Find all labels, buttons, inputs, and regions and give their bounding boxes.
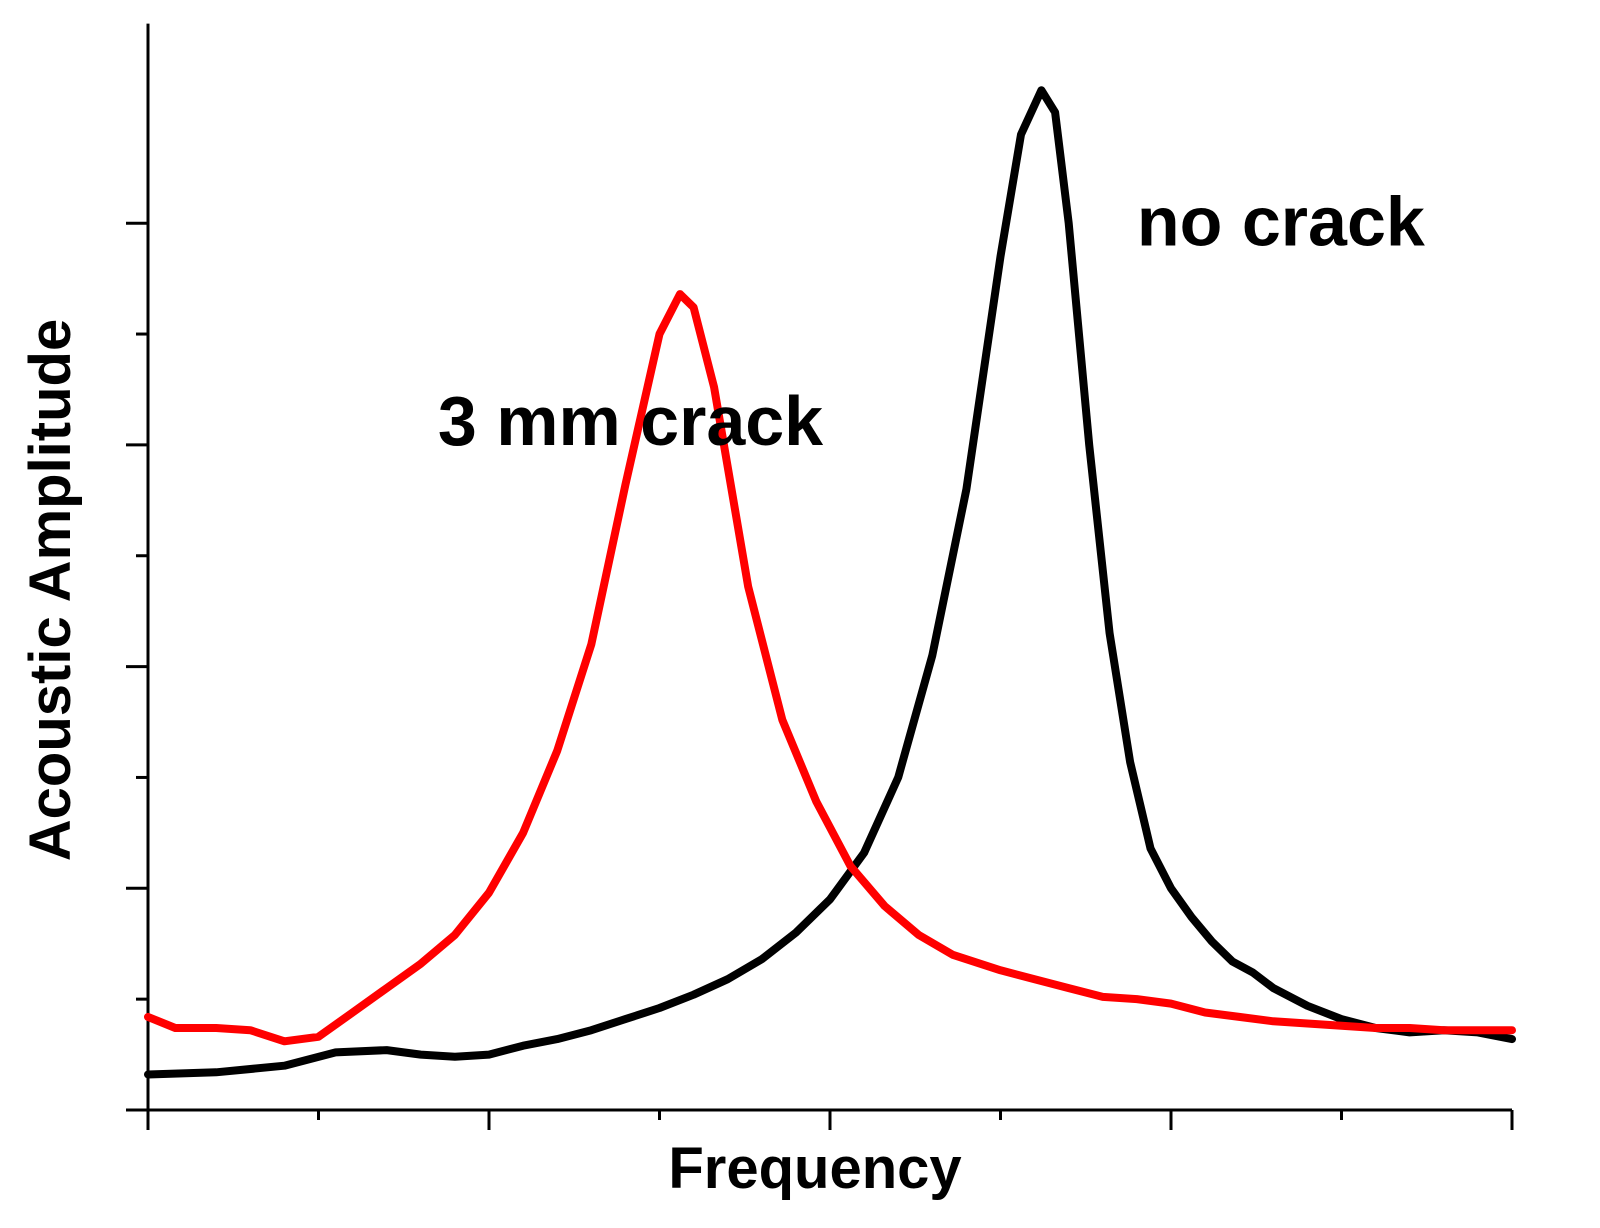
annotation-layer: no crack 3 mm crack <box>438 182 1425 460</box>
x-axis-label: Frequency <box>668 1136 961 1201</box>
series-layer <box>144 86 1516 1079</box>
series-line-no-crack <box>144 86 1516 1079</box>
y-axis-label: Acoustic Amplitude <box>18 319 83 861</box>
annotation-3-mm-crack: 3 mm crack <box>438 382 823 460</box>
series-line-3-mm-crack <box>144 290 1516 1046</box>
axes <box>126 23 1514 1130</box>
annotation-no-crack: no crack <box>1137 182 1425 260</box>
